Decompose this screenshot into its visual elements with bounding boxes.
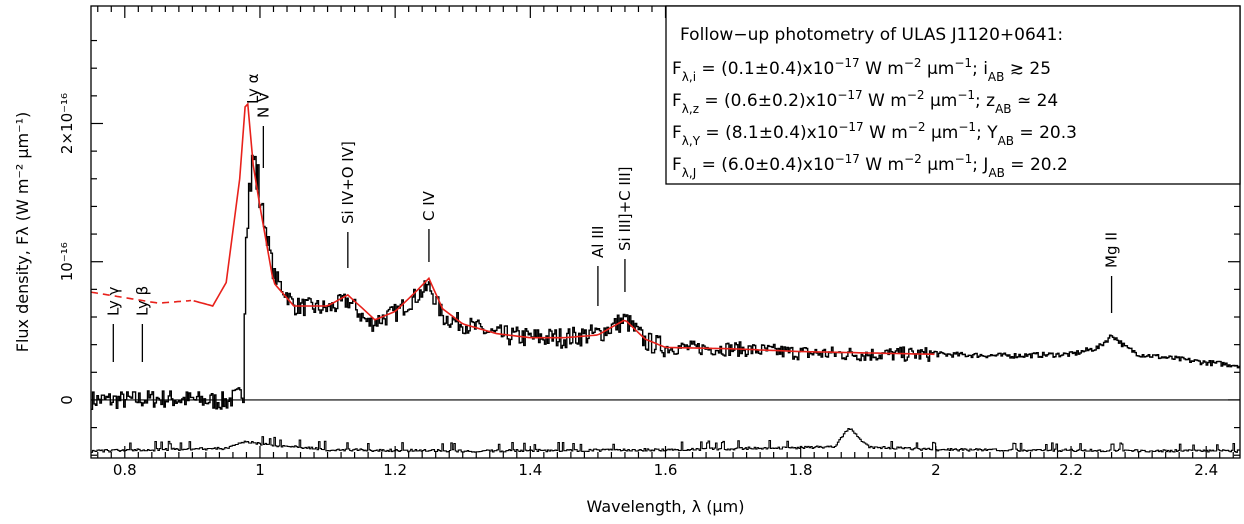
legend-text-span: ; z <box>975 91 995 111</box>
legend-text-span: −2 <box>904 152 922 166</box>
legend-text-span: λ,z <box>682 102 699 116</box>
legend-text-span: −1 <box>957 88 975 102</box>
legend-text-span: = (8.1±0.4)x10 <box>700 123 838 143</box>
legend-row: Fλ,i = (0.1±0.4)x10−17 W m−2 μm−1; iAB ≳… <box>672 56 1051 84</box>
legend-text-span: = (6.0±0.4)x10 <box>696 155 834 175</box>
y-axis-label: Flux density, Fλ (W m⁻² μm⁻¹) <box>13 112 32 352</box>
x-tick-label: 2 <box>931 461 941 479</box>
legend-text-span: AB <box>998 134 1014 148</box>
line-label: C IV <box>420 190 438 221</box>
legend-text-span: −17 <box>835 152 860 166</box>
legend-text-span: W m <box>860 59 904 79</box>
legend-text-span: F <box>672 59 682 79</box>
line-label: Al III <box>589 226 607 258</box>
legend-title: Follow−up photometry of ULAS J1120+0641: <box>680 25 1063 45</box>
legend-row: Fλ,z = (0.6±0.2)x10−17 W m−2 μm−1; zAB ≃… <box>672 88 1058 116</box>
legend-text-span: λ,i <box>682 70 696 84</box>
legend-text-span: ≳ 25 <box>1004 59 1051 79</box>
template-solid-line <box>193 102 935 356</box>
legend-text-span: = 20.3 <box>1014 123 1077 143</box>
observed-spectrum-line <box>91 154 1240 410</box>
legend-box <box>665 5 1241 185</box>
legend-text-span: F <box>672 155 682 175</box>
x-tick-label: 1.6 <box>654 461 678 479</box>
legend-text-span: μm <box>922 155 955 175</box>
legend-text-span: AB <box>988 166 1004 180</box>
legend-row: Fλ,Y = (8.1±0.4)x10−17 W m−2 μm−1; YAB =… <box>672 120 1077 148</box>
line-label: N V <box>254 91 272 118</box>
legend-text-span: ; J <box>972 155 988 175</box>
line-label: Si IV+O IV] <box>339 141 357 224</box>
legend-text-span: −1 <box>958 120 976 134</box>
legend-text-span: ; Y <box>976 123 998 143</box>
legend-text-span: λ,J <box>682 166 696 180</box>
legend-text-span: λ,Y <box>682 134 701 148</box>
x-tick-label: 0.8 <box>113 461 137 479</box>
legend-text-span: −1 <box>955 152 973 166</box>
legend-text-span: = (0.1±0.4)x10 <box>696 59 834 79</box>
x-axis-label: Wavelength, λ (μm) <box>587 497 745 516</box>
x-tick-label: 1.2 <box>383 461 407 479</box>
legend-row: Fλ,J = (6.0±0.4)x10−17 W m−2 μm−1; JAB =… <box>672 152 1068 180</box>
legend-text-span: F <box>672 123 682 143</box>
legend-text-span: F <box>672 91 682 111</box>
legend-text-span: μm <box>926 123 959 143</box>
legend-text-span: −17 <box>838 120 863 134</box>
legend-text-span: −2 <box>904 56 922 70</box>
legend-text-span: −2 <box>908 120 926 134</box>
y-tick-label: 2×10⁻¹⁶ <box>58 93 76 154</box>
y-tick-label: 10⁻¹⁶ <box>58 242 76 281</box>
legend-text-span: ≃ 24 <box>1012 91 1059 111</box>
x-tick-label: 2.2 <box>1059 461 1083 479</box>
template-dashed-line <box>90 291 192 305</box>
legend-text-span: = 20.2 <box>1005 155 1068 175</box>
legend-text-span: AB <box>988 70 1004 84</box>
legend-text-span: W m <box>864 123 908 143</box>
line-label: Si III]+C III] <box>616 166 634 251</box>
legend-text-span: AB <box>995 102 1011 116</box>
legend-text-span: −17 <box>834 56 859 70</box>
legend-text-span: μm <box>922 59 955 79</box>
photometry-legend: Follow−up photometry of ULAS J1120+0641:… <box>665 5 1241 185</box>
line-label: Ly β <box>133 286 151 316</box>
x-tick-label: 1.4 <box>518 461 542 479</box>
x-tick-label: 1.8 <box>789 461 813 479</box>
line-label: Mg II <box>1103 232 1121 268</box>
x-tick-label: 2.4 <box>1194 461 1218 479</box>
emission-line-labels: Ly γ Ly β Ly αN V Si IV+O IV] C IV Al III Si I… <box>104 73 1121 362</box>
line-label: Ly γ <box>104 286 122 316</box>
legend-text-span: ; i <box>972 59 988 79</box>
legend-text-span: W m <box>863 91 907 111</box>
legend-text-span: = (0.6±0.2)x10 <box>699 91 837 111</box>
legend-text-span: W m <box>860 155 904 175</box>
legend-text-span: −2 <box>907 88 925 102</box>
legend-text-span: −1 <box>954 56 972 70</box>
legend-text-span: μm <box>925 91 958 111</box>
y-tick-label: 0 <box>58 395 76 405</box>
legend-text-span: −17 <box>837 88 862 102</box>
x-tick-label: 1 <box>255 461 265 479</box>
line-label: Ly α <box>244 73 262 104</box>
